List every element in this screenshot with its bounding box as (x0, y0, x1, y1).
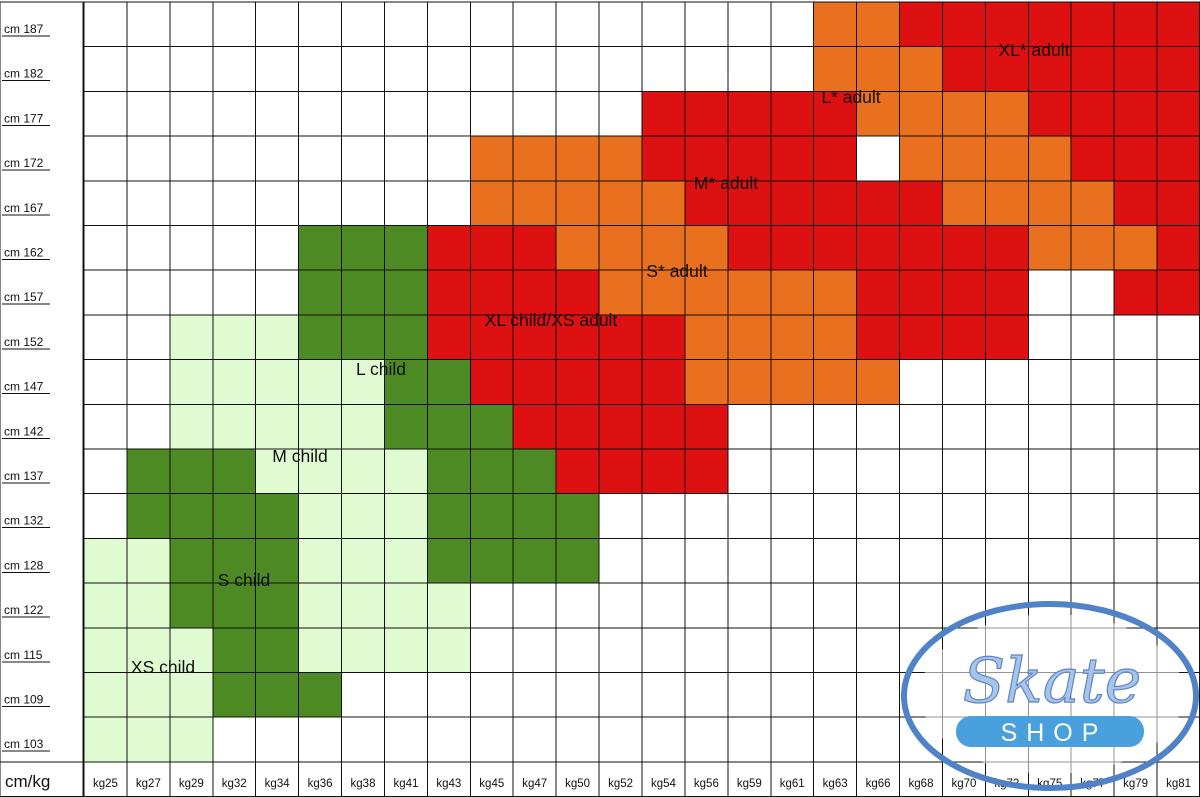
y-tick-label: cm 137 (4, 469, 44, 483)
x-tick-label: kg41 (393, 778, 418, 790)
x-axis-labels: kg25 kg27 kg29 kg32 kg34 kg36 kg38 kg41 kg43 kg45… (93, 778, 1191, 790)
x-tick-label: kg36 (308, 778, 333, 790)
y-tick-label: cm 147 (4, 380, 44, 394)
zone-label: L child (356, 359, 406, 379)
y-tick-label: cm 172 (4, 156, 44, 170)
zone-labels: XS child S child M child L child XL child/XS… (131, 40, 1070, 677)
zone-cell-s-adult (684, 359, 900, 405)
y-tick-label: cm 115 (4, 648, 43, 662)
x-tick-label: kg45 (479, 778, 504, 790)
zone-cell-l-child (298, 270, 428, 315)
y-tick-label: cm 103 (4, 737, 44, 751)
zone-label: L* adult (821, 87, 880, 107)
x-tick-label: kg68 (909, 778, 934, 790)
zone-cell-xl-adult (1157, 225, 1200, 271)
zone-label: XL child/XS adult (485, 310, 618, 330)
zone-label: S* adult (646, 261, 707, 281)
y-tick-label: cm 182 (4, 67, 44, 81)
logo-name: Skate (963, 644, 1142, 717)
x-tick-label: kg34 (265, 778, 291, 790)
zone-label: XL* adult (998, 40, 1069, 60)
y-tick-label: cm 162 (4, 246, 44, 260)
zone-cell-m-child (169, 359, 385, 405)
x-tick-label: kg70 (951, 778, 976, 790)
x-tick-label: kg43 (436, 778, 461, 790)
zone-cell-s-child (126, 449, 256, 494)
zone-cell-s-adult (599, 270, 900, 315)
y-tick-label: cm 142 (4, 424, 44, 438)
x-tick-label: kg38 (351, 778, 376, 790)
zone-cell-xl-child-xs-adult (427, 225, 557, 271)
x-tick-label: kg61 (780, 778, 805, 790)
x-tick-label: kg81 (1166, 778, 1191, 790)
zone-cell-s-adult (470, 180, 685, 226)
zone-label: M* adult (694, 173, 758, 193)
y-tick-label: cm 132 (4, 514, 44, 528)
x-tick-label: kg79 (1123, 778, 1148, 790)
zone-cell-xl-child-xs-adult (513, 404, 728, 449)
x-tick-label: kg63 (823, 778, 848, 790)
x-tick-label: kg56 (694, 778, 719, 790)
x-tick-label: kg47 (522, 778, 547, 790)
zone-label: S child (218, 570, 271, 590)
zone-cell-m-adult (727, 225, 1029, 271)
x-tick-label: kg54 (651, 778, 677, 790)
y-tick-label: cm 122 (4, 603, 44, 617)
x-tick-label: kg66 (866, 778, 891, 790)
y-tick-label: cm 167 (4, 201, 44, 215)
logo-ring (901, 601, 1199, 791)
axis-corner-label: cm/kg (5, 772, 50, 791)
x-tick-label: kg27 (136, 778, 161, 790)
x-tick-label: kg52 (608, 778, 633, 790)
zone-cell-l-child (298, 225, 428, 271)
y-tick-label: cm 157 (4, 290, 44, 304)
y-axis-labels: cm 187 cm 182 cm 177 cm 172 cm 167 cm 162 cm 1… (2, 22, 50, 752)
zone-label: M child (272, 446, 327, 466)
zone-cell-xl-child-xs-adult (427, 314, 728, 360)
zone-cell-s-child (212, 672, 342, 718)
y-tick-label: cm 109 (4, 693, 44, 707)
logo-banner (956, 716, 1144, 747)
zone-label: XS child (131, 657, 195, 677)
skate-shop-logo: Skate SHOP (901, 601, 1199, 791)
zone-cell-m-adult (642, 136, 857, 181)
zone-cell-m-adult (642, 91, 857, 137)
x-tick-label: kg29 (179, 778, 204, 790)
logo-sub: SHOP (1001, 719, 1108, 747)
x-tick-label: kg59 (737, 778, 762, 790)
zone-cell-m-child (169, 404, 385, 449)
zone-cell-xs-child (84, 672, 213, 718)
y-tick-label: cm 187 (4, 22, 44, 36)
x-tick-label: kg32 (222, 778, 247, 790)
x-tick-label: kg25 (93, 778, 118, 790)
y-tick-label: cm 152 (4, 335, 44, 349)
y-tick-label: cm 177 (4, 111, 44, 125)
zone-cell-xs-child (84, 627, 213, 673)
zone-cell-xl-adult (899, 2, 1200, 47)
y-tick-label: cm 128 (4, 558, 44, 572)
x-tick-label: kg50 (565, 778, 590, 790)
zone-cell-xl-adult (1071, 136, 1200, 181)
zone-cell-xs-child (84, 717, 213, 762)
